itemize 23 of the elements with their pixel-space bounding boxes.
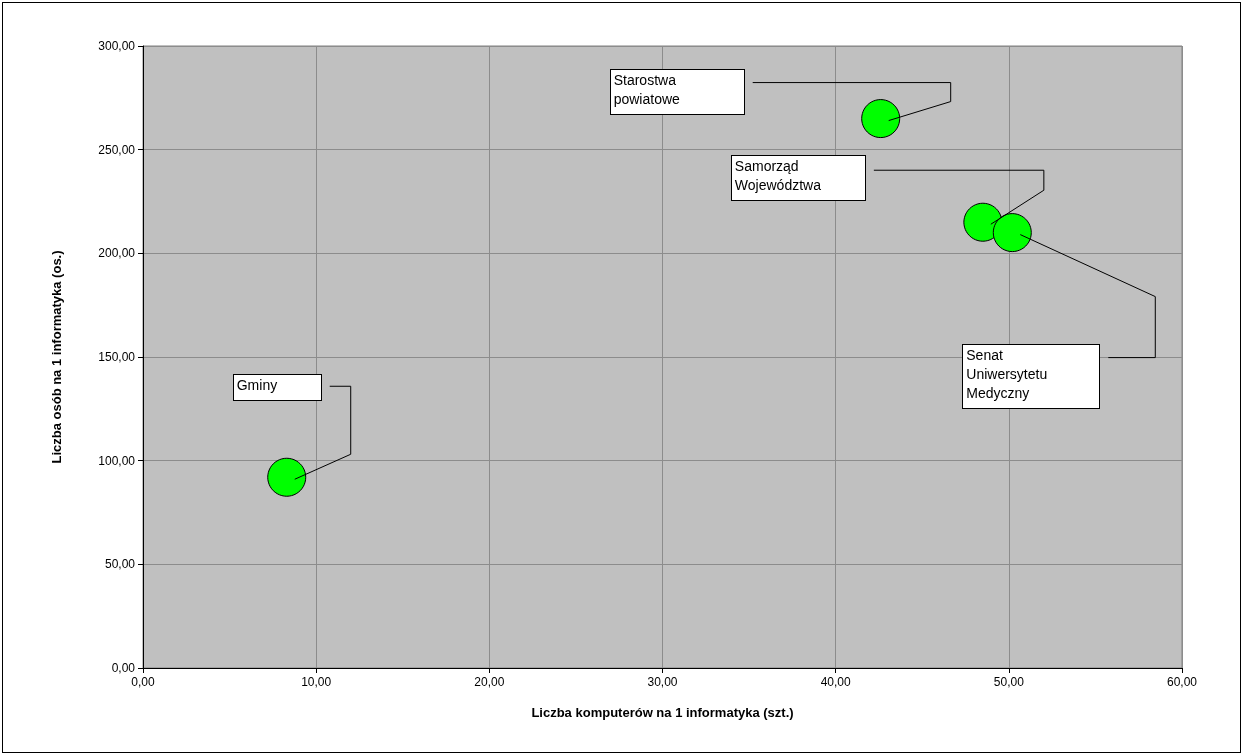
y-axis-title: Liczba osób na 1 informatyka (os.) <box>49 250 64 464</box>
y-tick-label: 50,00 <box>104 557 136 572</box>
y-tick-label: 100,00 <box>98 453 136 468</box>
y-tick-label: 300,00 <box>98 39 136 53</box>
x-tick-label: 50,00 <box>993 675 1025 689</box>
x-axis-title: Liczba komputerów na 1 informatyka (szt.) <box>531 705 794 720</box>
x-tick-label: 0,00 <box>131 675 155 689</box>
annotation: Starostwa powiatowe <box>613 70 680 109</box>
x-tick-label: 40,00 <box>820 675 852 689</box>
x-tick-label: 20,00 <box>474 675 505 689</box>
annotation: Samorząd Województwa <box>734 157 821 196</box>
y-tick-label: 200,00 <box>98 246 136 261</box>
point <box>992 213 1032 253</box>
x-tick-label: 60,00 <box>1166 675 1198 689</box>
x-tick-label: 30,00 <box>647 675 678 689</box>
y-tick-label: 250,00 <box>98 142 136 157</box>
annotation: Senat Uniwersytetu Medyczny <box>966 345 1048 403</box>
y-tick-label: 0,00 <box>111 661 136 675</box>
point <box>267 457 307 497</box>
y-tick-label: 150,00 <box>98 350 136 364</box>
x-tick-label: 10,00 <box>301 675 332 689</box>
annotation: Gminy <box>236 376 278 396</box>
point <box>861 99 901 139</box>
